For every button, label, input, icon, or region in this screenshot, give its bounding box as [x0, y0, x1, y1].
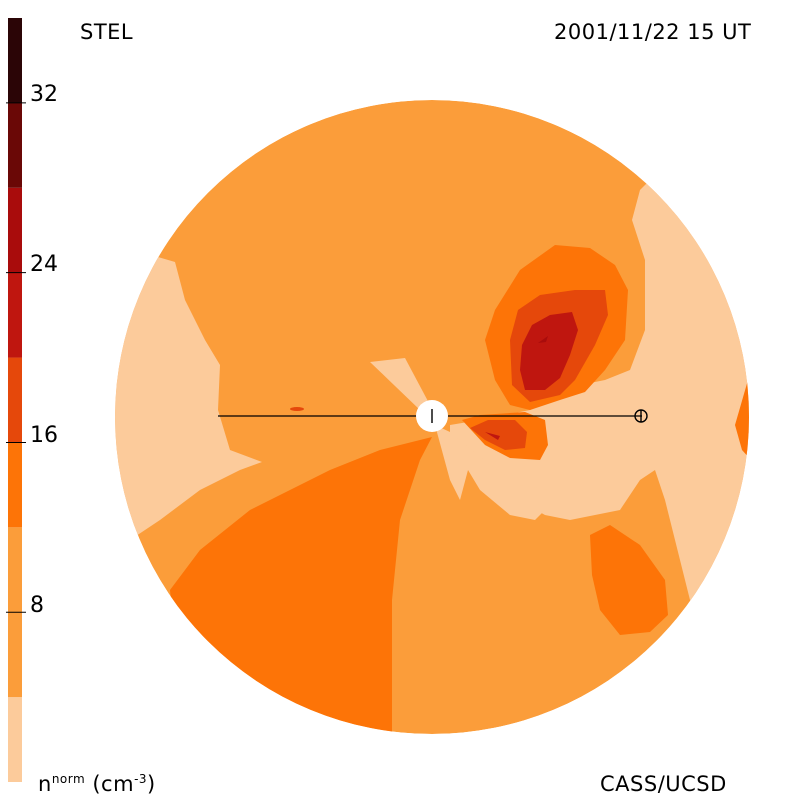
colorbar-tick-label: 8	[30, 593, 44, 618]
dark-speck-left	[290, 407, 304, 411]
colorbar-band	[8, 187, 22, 273]
light-region-right	[450, 180, 749, 640]
colorbar-band	[8, 357, 22, 443]
light-wedge-upper	[370, 358, 430, 410]
colorbar-band	[8, 102, 22, 188]
colorbar-band	[8, 18, 22, 103]
red-streak-small-blob	[485, 432, 500, 440]
sun-icon	[416, 400, 448, 432]
colorbar-tick-label: 32	[30, 82, 58, 107]
unit-exponent: -3	[134, 772, 148, 786]
colorbar-band	[8, 442, 22, 528]
credit-label: CASS/UCSD	[600, 772, 727, 796]
colorbar	[6, 18, 26, 782]
colorbar-band	[8, 272, 22, 358]
light-wedge-lower	[435, 425, 550, 520]
unit-paren: (cm	[92, 772, 135, 796]
colorbar-unit-label: nnorm (cm-3)	[38, 772, 156, 796]
medium-region-right	[590, 525, 668, 635]
dark-streak-upper	[538, 336, 548, 343]
datetime-label: 2001/11/22 15 UT	[554, 20, 752, 44]
light-region-left	[115, 240, 262, 540]
dark-region-small-blob	[470, 420, 527, 450]
unit-superscript: norm	[51, 772, 86, 786]
colorbar-tick-label: 24	[30, 252, 58, 277]
earth-icon	[634, 409, 648, 423]
source-label: STEL	[80, 20, 134, 44]
red-region-upper-blob	[520, 312, 578, 390]
unit-base: n	[38, 772, 52, 796]
colorbar-band	[8, 697, 22, 782]
medium-region-edge-right	[735, 380, 749, 470]
unit-close: )	[147, 772, 156, 796]
colorbar-tick-label: 16	[30, 423, 58, 448]
